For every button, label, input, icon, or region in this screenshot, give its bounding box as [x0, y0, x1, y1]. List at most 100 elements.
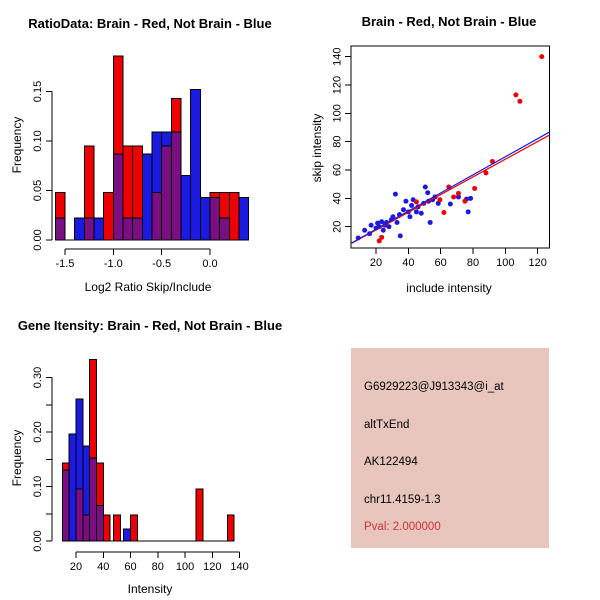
- hist-bar: [226, 514, 235, 542]
- svg-text:80: 80: [152, 561, 164, 573]
- svg-text:0.15: 0.15: [32, 81, 44, 102]
- hist-bar: [95, 462, 104, 507]
- event-type: altTxEnd: [364, 419, 410, 431]
- intensity-hist-ylabel: Frequency: [10, 429, 24, 487]
- hist-bar: [219, 191, 230, 219]
- svg-text:100: 100: [496, 257, 514, 269]
- hist-bar: [68, 433, 77, 542]
- hist-bar: [61, 462, 70, 471]
- hist-bar-overlap: [95, 505, 104, 542]
- hist-bar: [123, 528, 132, 542]
- svg-text:0.0: 0.0: [202, 258, 217, 270]
- hist-bar-overlap: [170, 131, 182, 241]
- scatter-point-red: [517, 98, 523, 104]
- scatter-point-red: [376, 238, 382, 244]
- svg-text:0.20: 0.20: [32, 421, 44, 442]
- scatter-point-red: [441, 210, 447, 216]
- svg-text:40: 40: [402, 257, 414, 269]
- svg-text:60: 60: [435, 257, 447, 269]
- svg-text:80: 80: [331, 136, 343, 148]
- hist-bar-overlap: [151, 191, 163, 241]
- scatter-point-blue: [418, 210, 424, 216]
- scatter-point-blue: [397, 233, 403, 239]
- svg-text:80: 80: [467, 257, 479, 269]
- svg-text:100: 100: [331, 104, 343, 122]
- hist-bar: [151, 131, 163, 193]
- svg-text:120: 120: [203, 561, 221, 573]
- fit-line-blue: [351, 131, 550, 244]
- svg-text:0.05: 0.05: [32, 180, 44, 201]
- scatter-point-blue: [427, 219, 433, 225]
- hist-bar: [161, 131, 172, 147]
- svg-text:120: 120: [331, 76, 343, 94]
- svg-text:140: 140: [230, 561, 248, 573]
- intensity-scatter: 20 40 60 80 100 120 20 40 60 80 100 120 140: [331, 45, 550, 269]
- hist-bar: [102, 514, 111, 542]
- svg-text:60: 60: [124, 561, 136, 573]
- hist-bar: [122, 145, 134, 219]
- intensity-hist-title: Gene Itensity: Brain - Red, Not Brain - …: [17, 318, 283, 333]
- svg-text:20: 20: [70, 561, 82, 573]
- svg-text:0.10: 0.10: [32, 130, 44, 151]
- fit-line-red: [351, 134, 550, 244]
- svg-text:100: 100: [176, 561, 194, 573]
- scatter-point-blue: [447, 201, 453, 207]
- hist-bar-overlap: [122, 217, 134, 241]
- scatter-point-blue: [422, 184, 428, 190]
- hist-bar-overlap: [112, 153, 124, 241]
- hist-bar: [190, 89, 201, 241]
- scatter-point-blue: [386, 224, 392, 230]
- scatter-title: Brain - Red, Not Brain - Blue: [361, 14, 537, 29]
- scatter-point-red: [413, 199, 419, 205]
- hist-bar-overlap: [54, 217, 66, 241]
- hist-bar: [112, 514, 121, 542]
- hist-bar: [195, 488, 204, 542]
- svg-text:20: 20: [370, 257, 382, 269]
- svg-text:-1.5: -1.5: [55, 258, 74, 270]
- scatter-point-red: [472, 185, 478, 191]
- ratio-hist-xlabel: Log2 Ratio Skip/Include: [84, 280, 212, 294]
- scatter-point-red: [513, 92, 519, 98]
- svg-text:60: 60: [331, 164, 343, 176]
- scatter-point-blue: [403, 198, 409, 204]
- scatter-point-blue: [368, 222, 374, 228]
- svg-text:40: 40: [331, 192, 343, 204]
- intensity-hist-xlabel: Intensity: [127, 582, 173, 596]
- hist-bar-overlap: [83, 217, 95, 241]
- scatter-point-red: [379, 234, 385, 240]
- hist-bar: [180, 175, 192, 241]
- hist-bar: [199, 196, 211, 241]
- probeset-id: G6929223@J913343@i_at: [364, 381, 504, 393]
- scatter-point-blue: [465, 209, 471, 215]
- scatter-point-blue: [379, 219, 385, 225]
- svg-text:0.10: 0.10: [32, 476, 44, 497]
- hist-bar: [82, 445, 91, 516]
- scatter-point-blue: [468, 195, 474, 201]
- scatter-point-red: [483, 170, 489, 176]
- plot-box: [350, 45, 550, 249]
- hist-bar-overlap: [209, 196, 221, 241]
- svg-text:120: 120: [529, 257, 547, 269]
- hist-bar: [130, 514, 138, 542]
- hist-bar-overlap: [89, 457, 97, 542]
- scatter-point-red: [539, 54, 545, 60]
- scatter-point-blue: [455, 194, 461, 200]
- info-panel: G6929223@J913343@i_at altTxEnd AK122494 …: [351, 348, 549, 548]
- svg-text:0.00: 0.00: [32, 229, 44, 250]
- hist-bar-overlap: [82, 514, 91, 542]
- hist-bar: [54, 191, 66, 219]
- svg-text:20: 20: [331, 221, 343, 233]
- scatter-point-blue: [407, 214, 413, 220]
- hist-bar: [141, 153, 153, 241]
- ratio-hist-ylabel: Frequency: [10, 116, 24, 174]
- hist-bar: [209, 191, 221, 198]
- scatter-point-red: [462, 198, 468, 204]
- hist-bar-overlap: [61, 469, 70, 542]
- hist-bar: [83, 145, 95, 219]
- scatter-point-blue: [392, 191, 398, 197]
- svg-text:-1.0: -1.0: [104, 258, 123, 270]
- hist-bar-overlap: [75, 488, 84, 542]
- hist-bar: [74, 217, 85, 241]
